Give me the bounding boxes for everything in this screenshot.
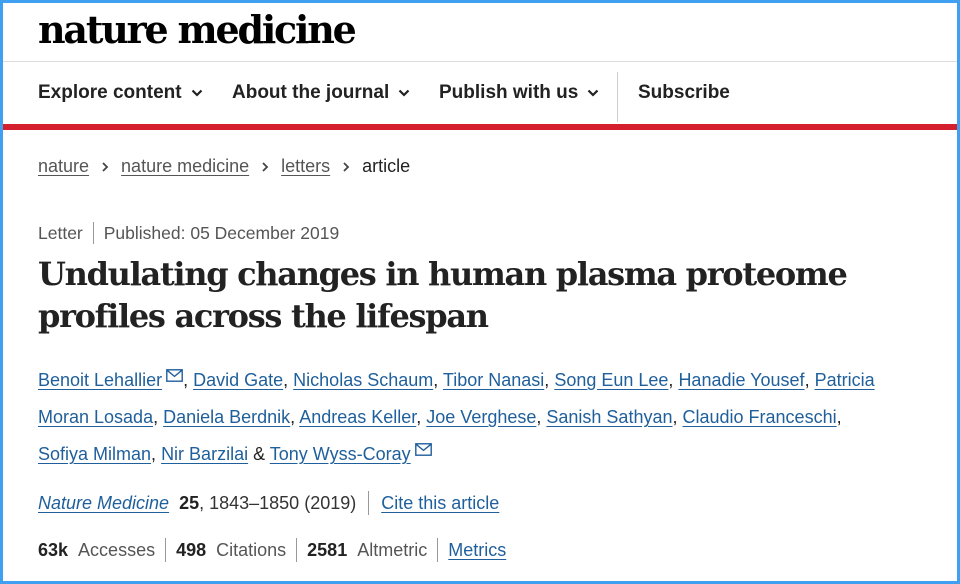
author-link[interactable]: Sofiya Milman: [38, 444, 152, 464]
nav-about-the-journal[interactable]: About the journal: [232, 62, 410, 124]
author-and: &: [248, 444, 270, 464]
author-link[interactable]: Benoit Lehallier: [38, 370, 163, 390]
mail-icon[interactable]: [414, 443, 432, 456]
article-meta: Letter Published: 05 December 2019: [38, 222, 339, 244]
nav-publish-with-us-label: Publish with us: [439, 82, 579, 103]
altmetric-label: Altmetric: [357, 539, 428, 560]
nav-subscribe[interactable]: Subscribe: [638, 62, 730, 124]
site-logo[interactable]: nature medicine: [38, 7, 357, 52]
author-separator: ,: [283, 370, 294, 390]
metrics-divider: [437, 538, 439, 562]
chevron-down-icon: [191, 89, 202, 97]
citation-divider: [368, 491, 370, 515]
nav-publish-with-us[interactable]: Publish with us: [439, 62, 599, 124]
author-separator: ,: [416, 407, 427, 427]
author-separator: ,: [668, 370, 679, 390]
main-nav: Explore content About the journal Publis…: [3, 62, 957, 124]
author-link[interactable]: Sanish Sathyan: [546, 407, 673, 427]
article-title-line-2: profiles across the lifespan: [38, 297, 489, 335]
cite-this-article-link[interactable]: Cite this article: [381, 492, 500, 513]
article-title-line-1: Undulating changes in human plasma prote…: [38, 255, 848, 293]
chevron-right-icon: [262, 161, 269, 172]
article-type: Letter: [38, 222, 83, 243]
author-separator: ,: [804, 370, 815, 390]
author-separator: ,: [290, 407, 300, 427]
author-separator: ,: [153, 407, 164, 427]
citations-count: 498: [176, 539, 207, 560]
author-link[interactable]: Nir Barzilai: [161, 444, 249, 464]
nav-divider: [3, 61, 957, 62]
citations-label: Citations: [216, 539, 287, 560]
author-link[interactable]: Moran Losada: [38, 407, 154, 427]
breadcrumb-link-letters[interactable]: letters: [281, 156, 331, 176]
breadcrumb-link-nature[interactable]: nature: [38, 156, 90, 176]
metrics-link[interactable]: Metrics: [448, 539, 507, 560]
nav-subscribe-label: Subscribe: [638, 82, 730, 103]
pages-year: , 1843–1850 (2019): [199, 492, 357, 513]
published-date: Published: 05 December 2019: [103, 222, 340, 243]
author-link[interactable]: Patricia: [814, 370, 875, 390]
author-separator: ,: [536, 407, 547, 427]
breadcrumb-link-nature-medicine[interactable]: nature medicine: [121, 156, 250, 176]
author-link[interactable]: Joe Verghese: [426, 407, 537, 427]
metrics-divider: [165, 538, 167, 562]
article-metrics: 63k Accesses 498 Citations 2581 Altmetri…: [38, 538, 506, 562]
author-separator: ,: [672, 407, 683, 427]
author-separator: ,: [183, 370, 194, 390]
accesses-count: 63k: [38, 539, 69, 560]
journal-link[interactable]: Nature Medicine: [38, 492, 170, 513]
author-separator: ,: [433, 370, 443, 390]
volume: 25: [179, 492, 200, 513]
author-separator: ,: [544, 370, 555, 390]
author-link[interactable]: Daniela Berdnik: [163, 407, 291, 427]
chevron-right-icon: [102, 161, 109, 172]
mail-icon[interactable]: [166, 369, 183, 382]
nav-explore-content-label: Explore content: [38, 82, 182, 103]
author-separator: ,: [836, 407, 842, 427]
accent-bar: [3, 124, 957, 130]
author-list: Benoit Lehallier, David Gate, Nicholas S…: [38, 362, 918, 473]
nav-explore-content[interactable]: Explore content: [38, 62, 203, 124]
citation-line: Nature Medicine 25 , 1843–1850 (2019) Ci…: [38, 491, 499, 515]
chevron-down-icon: [588, 89, 599, 97]
altmetric-score: 2581: [307, 539, 348, 560]
author-link[interactable]: Claudio Franceschi: [682, 407, 837, 427]
nav-separator: [617, 72, 618, 122]
chevron-down-icon: [398, 89, 410, 97]
author-link[interactable]: Hanadie Yousef: [678, 370, 805, 390]
author-link[interactable]: David Gate: [193, 370, 284, 390]
author-separator: ,: [151, 444, 162, 464]
author-link[interactable]: Tibor Nanasi: [442, 370, 545, 390]
chevron-right-icon: [343, 161, 350, 172]
article-title: Undulating changes in human plasma prote…: [38, 253, 918, 337]
nav-about-the-journal-label: About the journal: [232, 82, 390, 103]
metrics-divider: [296, 538, 298, 562]
meta-divider: [92, 222, 94, 244]
accesses-label: Accesses: [78, 539, 156, 560]
author-link[interactable]: Nicholas Schaum: [293, 370, 434, 390]
author-link[interactable]: Song Eun Lee: [554, 370, 669, 390]
author-link[interactable]: Tony Wyss-Coray: [269, 444, 411, 464]
breadcrumb-current: article: [362, 156, 411, 176]
author-link[interactable]: Andreas Keller: [299, 407, 417, 427]
breadcrumb: nature nature medicine letters article: [38, 156, 410, 177]
